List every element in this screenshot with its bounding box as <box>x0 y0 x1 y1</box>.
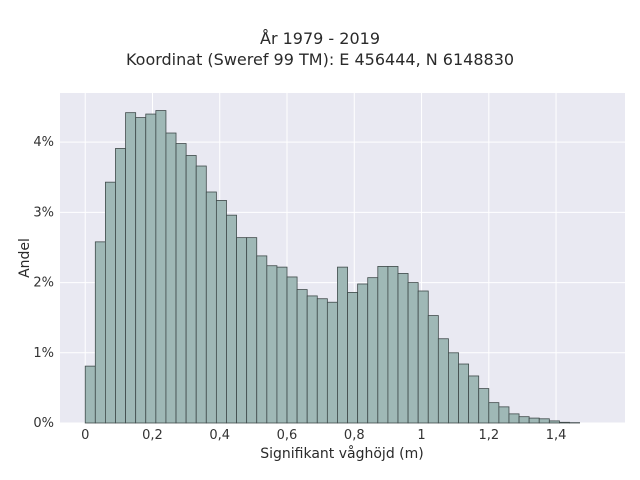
histogram-bar <box>367 277 379 424</box>
histogram-bar <box>337 266 348 424</box>
histogram-bar <box>105 181 116 424</box>
histogram-bar <box>286 276 298 424</box>
histogram-bar <box>458 363 470 424</box>
histogram-bar <box>266 265 278 424</box>
x-tick-label: 0 <box>81 428 89 443</box>
histogram-bar <box>296 289 308 424</box>
histogram-bar <box>215 200 227 424</box>
y-axis-title: Andel <box>16 238 33 278</box>
x-tick-label: 0,8 <box>344 428 365 443</box>
histogram-bar <box>84 365 96 424</box>
y-tick-label: 0% <box>33 416 54 431</box>
histogram-bar <box>165 132 177 424</box>
histogram-bar <box>488 402 500 424</box>
histogram-bar <box>175 143 187 424</box>
histogram-bar <box>185 155 197 424</box>
histogram-bar <box>377 266 389 424</box>
histogram-bar <box>498 406 510 424</box>
histogram-bar <box>397 273 409 424</box>
histogram-bar <box>508 413 520 424</box>
histogram-bar <box>528 417 540 424</box>
histogram-bar <box>316 298 328 424</box>
histogram-bar <box>246 237 258 424</box>
histogram-bar <box>417 290 429 424</box>
histogram-bar <box>236 237 248 424</box>
histogram-bar <box>94 241 106 424</box>
histogram-bar <box>478 388 490 424</box>
histogram-bar <box>306 295 318 424</box>
x-tick-label: 0,6 <box>277 428 298 443</box>
histogram-bar <box>115 148 126 424</box>
x-axis-title: Signifikant våghöjd (m) <box>260 446 424 462</box>
x-tick-label: 0,2 <box>142 428 163 443</box>
histogram-bar <box>205 191 217 424</box>
y-tick-label: 2% <box>33 276 54 291</box>
histogram-bar <box>559 421 570 424</box>
x-tick-label: 1 <box>417 428 425 443</box>
histogram-bar <box>155 110 167 424</box>
histogram-bar <box>135 117 147 424</box>
histogram-bar <box>538 418 550 424</box>
histogram-bar <box>326 301 338 424</box>
histogram-bar <box>407 282 419 424</box>
histogram-bar <box>125 112 137 424</box>
histogram-bar <box>448 352 459 424</box>
histogram-bar <box>347 292 359 424</box>
chart-subtitle: Koordinat (Sweref 99 TM): E 456444, N 61… <box>125 50 515 69</box>
histogram-bar <box>518 416 530 424</box>
histogram-bar <box>427 315 439 424</box>
histogram-bar <box>145 113 157 424</box>
x-tick-label: 1,4 <box>546 428 567 443</box>
y-tick-label: 1% <box>33 346 54 361</box>
chart-title: År 1979 - 2019 <box>260 29 380 48</box>
histogram-bar <box>195 165 207 424</box>
histogram-bar <box>226 214 237 424</box>
histogram-bar <box>357 283 369 424</box>
histogram-bar <box>387 266 399 424</box>
histogram-bar <box>256 255 268 424</box>
histogram-bar <box>548 420 560 424</box>
y-tick-label: 3% <box>33 205 54 220</box>
x-tick-label: 1,2 <box>478 428 499 443</box>
histogram-bar <box>468 375 480 424</box>
x-tick-label: 0,4 <box>209 428 230 443</box>
y-tick-label: 4% <box>33 135 54 150</box>
histogram-bar <box>276 266 288 424</box>
histogram-bar <box>437 338 449 424</box>
